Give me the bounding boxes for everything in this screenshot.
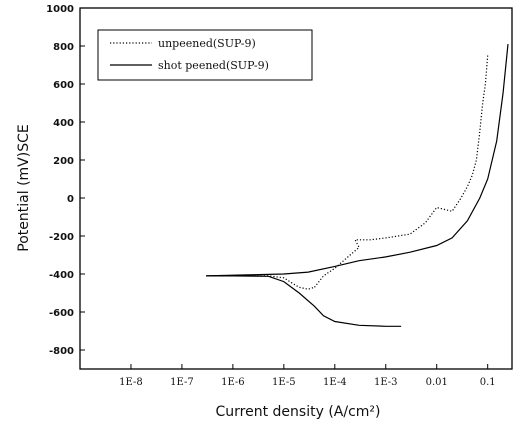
x-axis-title: Current density (A/cm²) bbox=[216, 404, 381, 420]
y-tick-label: 0 bbox=[67, 194, 74, 205]
y-axis-title: Potential (mV)SCE bbox=[16, 124, 32, 251]
y-tick-label: 400 bbox=[53, 118, 74, 129]
y-tick-label: -400 bbox=[49, 270, 74, 281]
series-line-unpeened-branch-0 bbox=[206, 274, 315, 290]
series-layer bbox=[206, 44, 509, 327]
x-tick-label: 1E-8 bbox=[119, 377, 143, 388]
legend-label-unpeened: unpeened(SUP-9) bbox=[158, 37, 256, 50]
plot-frame bbox=[79, 7, 513, 370]
y-tick-label: 1000 bbox=[46, 4, 74, 15]
y-tick-label: 200 bbox=[53, 156, 74, 167]
legend-label-shot-peened: shot peened(SUP-9) bbox=[158, 59, 269, 72]
x-tick-label: 1E-6 bbox=[221, 377, 245, 388]
y-tick-label: -200 bbox=[49, 232, 74, 243]
x-tick-label: 1E-5 bbox=[272, 377, 296, 388]
y-tick-label: -600 bbox=[49, 308, 74, 319]
x-axis-ticks: 1E-8 1E-7 1E-6 1E-5 1E-4 1E-3 0.01 0.1 bbox=[119, 364, 496, 388]
legend: unpeened(SUP-9) shot peened(SUP-9) bbox=[97, 29, 313, 81]
series-line-shot-peened-branch-1 bbox=[206, 44, 509, 277]
series-line-shot-peened-branch-0 bbox=[206, 275, 402, 327]
x-tick-label: 1E-4 bbox=[323, 377, 347, 388]
y-axis-ticks: 1000 800 600 400 200 0 -200 -400 -600 -800 bbox=[46, 4, 85, 357]
y-tick-label: 800 bbox=[53, 42, 74, 53]
x-tick-label: 0.1 bbox=[480, 377, 496, 388]
y-tick-label: -800 bbox=[49, 346, 74, 357]
x-tick-label: 0.01 bbox=[426, 377, 448, 388]
series-line-unpeened-branch-1 bbox=[314, 55, 489, 288]
x-tick-label: 1E-7 bbox=[170, 377, 194, 388]
y-tick-label: 600 bbox=[53, 80, 74, 91]
x-tick-label: 1E-3 bbox=[374, 377, 398, 388]
legend-box bbox=[97, 29, 313, 81]
